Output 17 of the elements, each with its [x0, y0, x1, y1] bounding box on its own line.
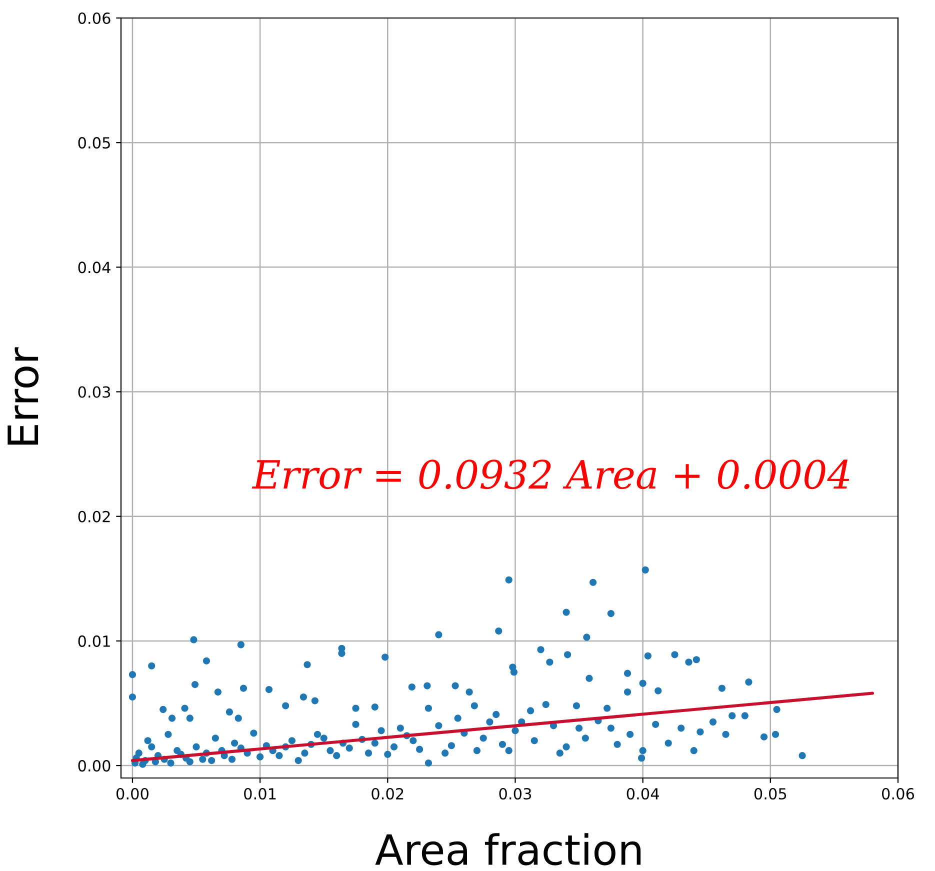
y-tick-label: 0.03 — [78, 386, 110, 398]
x-tick-label: 0.01 — [244, 788, 276, 800]
y-tick-label: 0.05 — [78, 137, 110, 149]
x-tick-label: 0.06 — [882, 788, 914, 800]
x-tick-label: 0.03 — [499, 788, 532, 800]
y-tick-label: 0.06 — [78, 12, 110, 24]
x-tick-label: 0.05 — [754, 788, 786, 800]
y-axis-title: Error — [8, 347, 39, 445]
x-tick-label: 0.04 — [626, 788, 659, 800]
y-tick-label: 0.01 — [78, 635, 110, 647]
y-tick-label: 0.04 — [78, 262, 110, 274]
x-tick-label: 0.02 — [372, 788, 404, 800]
y-tick-label: 0.02 — [78, 510, 110, 522]
x-tick-label: 0.00 — [116, 788, 148, 800]
x-axis-title: Area fraction — [375, 833, 641, 866]
y-tick-label: 0.00 — [78, 760, 110, 772]
annotation: Error = 0.0932 Area + 0.0004 — [252, 460, 850, 490]
